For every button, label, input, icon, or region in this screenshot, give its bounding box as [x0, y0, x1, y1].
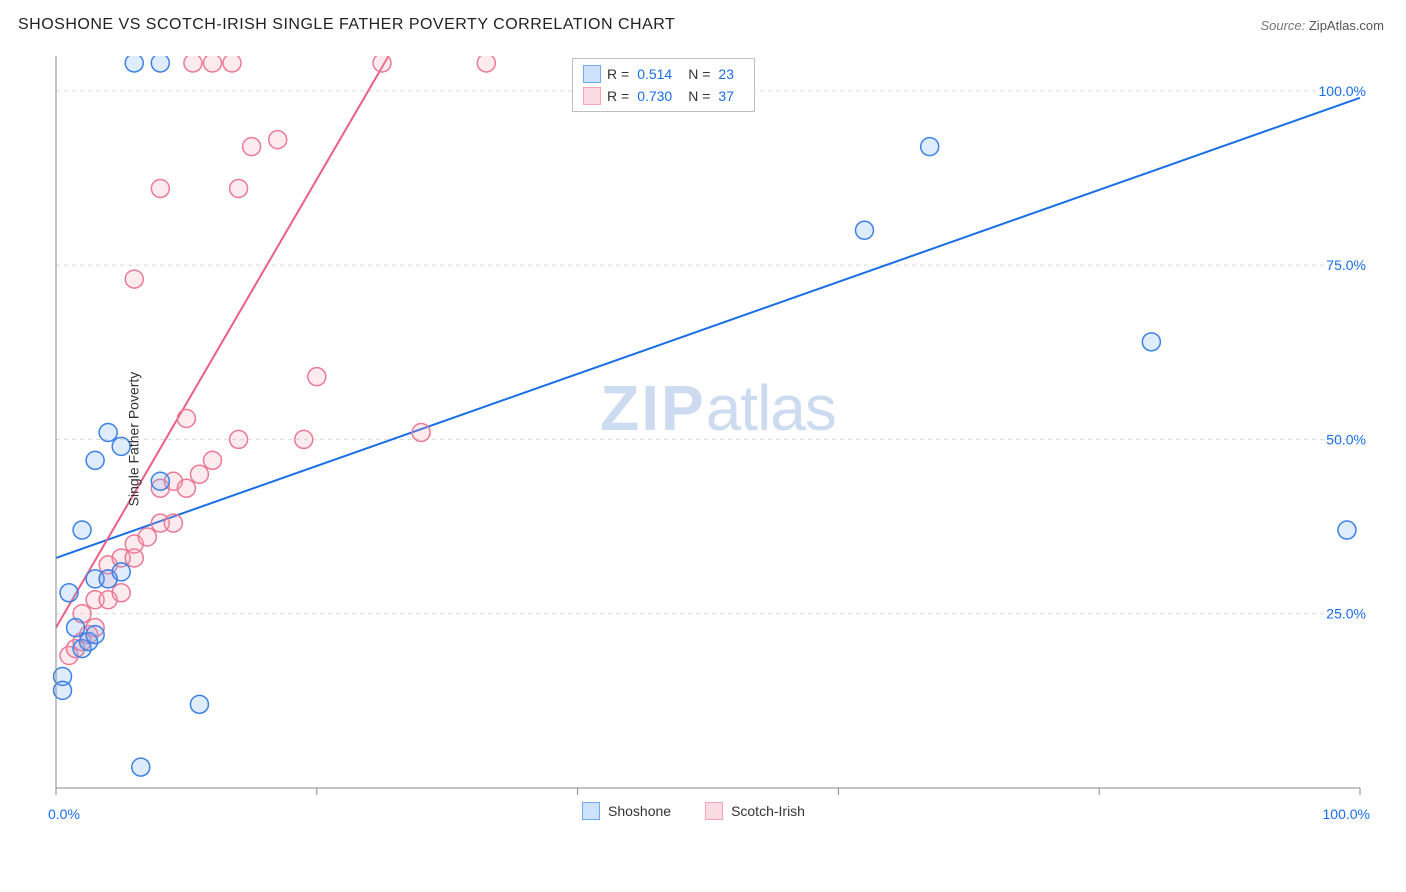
n-value-scotch-irish: 37 — [718, 88, 734, 104]
n-label: N = — [688, 66, 710, 82]
plot-area: Single Father Poverty 25.0% 50.0% 75.0% 100… — [52, 54, 1384, 824]
svg-text:25.0%: 25.0% — [1326, 606, 1366, 622]
svg-text:75.0%: 75.0% — [1326, 257, 1366, 273]
swatch-shoshone — [583, 65, 601, 83]
swatch-shoshone — [582, 802, 600, 820]
swatch-scotch-irish — [583, 87, 601, 105]
legend-row-scotch-irish: R = 0.730 N = 37 — [583, 85, 744, 107]
svg-text:100.0%: 100.0% — [1319, 83, 1366, 99]
r-label: R = — [607, 88, 629, 104]
legend-row-shoshone: R = 0.514 N = 23 — [583, 63, 744, 85]
n-value-shoshone: 23 — [718, 66, 734, 82]
correlation-legend: R = 0.514 N = 23 R = 0.730 N = 37 — [572, 58, 755, 112]
r-value-shoshone: 0.514 — [637, 66, 672, 82]
legend-label-shoshone: Shoshone — [608, 803, 671, 819]
source-label: Source: — [1260, 18, 1308, 33]
series-legend: Shoshone Scotch-Irish — [582, 802, 805, 820]
scatter-chart: 25.0% 50.0% 75.0% 100.0% — [52, 54, 1384, 824]
chart-source: Source: ZipAtlas.com — [1260, 18, 1384, 33]
chart-header: SHOSHONE VS SCOTCH-IRISH SINGLE FATHER P… — [0, 0, 1406, 48]
svg-text:50.0%: 50.0% — [1326, 431, 1366, 447]
source-name: ZipAtlas.com — [1309, 18, 1384, 33]
y-axis-label: Single Father Poverty — [125, 372, 141, 507]
n-label: N = — [688, 88, 710, 104]
legend-label-scotch-irish: Scotch-Irish — [731, 803, 805, 819]
chart-title: SHOSHONE VS SCOTCH-IRISH SINGLE FATHER P… — [18, 16, 675, 34]
x-tick-label-max: 100.0% — [1323, 806, 1370, 822]
r-label: R = — [607, 66, 629, 82]
swatch-scotch-irish — [705, 802, 723, 820]
x-tick-label-min: 0.0% — [48, 806, 80, 822]
r-value-scotch-irish: 0.730 — [637, 88, 672, 104]
